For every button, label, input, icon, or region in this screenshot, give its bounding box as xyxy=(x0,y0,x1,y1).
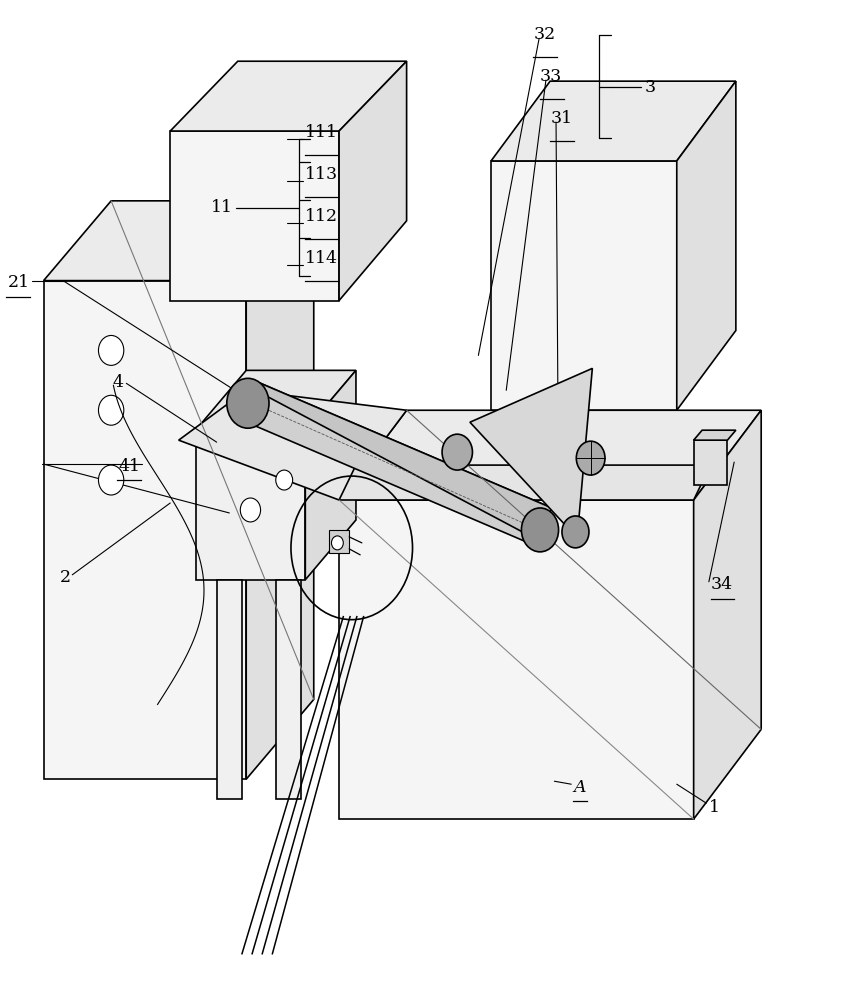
Text: 21: 21 xyxy=(8,274,30,291)
Circle shape xyxy=(227,378,269,428)
Polygon shape xyxy=(329,530,349,553)
Circle shape xyxy=(331,536,343,550)
Circle shape xyxy=(98,395,124,425)
Text: 114: 114 xyxy=(305,250,338,267)
Text: 31: 31 xyxy=(551,110,573,127)
Text: 111: 111 xyxy=(305,124,338,141)
Circle shape xyxy=(442,434,473,470)
Polygon shape xyxy=(246,201,313,779)
Circle shape xyxy=(576,441,605,475)
Polygon shape xyxy=(179,390,407,500)
Polygon shape xyxy=(196,430,305,580)
Text: 1: 1 xyxy=(709,799,720,816)
Polygon shape xyxy=(43,281,246,779)
Text: 113: 113 xyxy=(305,166,339,183)
Text: 2: 2 xyxy=(59,569,70,586)
Polygon shape xyxy=(694,440,728,485)
Polygon shape xyxy=(339,500,694,819)
Polygon shape xyxy=(217,580,242,799)
Circle shape xyxy=(241,498,261,522)
Polygon shape xyxy=(470,368,592,538)
Polygon shape xyxy=(339,410,761,500)
Text: 4: 4 xyxy=(113,374,124,391)
Text: 33: 33 xyxy=(540,68,562,85)
Polygon shape xyxy=(491,81,736,161)
Circle shape xyxy=(562,516,589,548)
Polygon shape xyxy=(276,580,301,799)
Text: 11: 11 xyxy=(211,199,233,216)
Circle shape xyxy=(522,508,558,552)
Text: 112: 112 xyxy=(305,208,339,225)
Polygon shape xyxy=(196,370,356,430)
Polygon shape xyxy=(170,131,339,301)
Text: A: A xyxy=(573,779,585,796)
Text: 34: 34 xyxy=(711,576,733,593)
Polygon shape xyxy=(305,370,356,580)
Polygon shape xyxy=(43,201,313,281)
Text: 41: 41 xyxy=(119,458,141,475)
Text: 32: 32 xyxy=(534,26,556,43)
Polygon shape xyxy=(694,410,761,819)
Polygon shape xyxy=(677,81,736,410)
Polygon shape xyxy=(170,61,407,131)
Circle shape xyxy=(276,470,293,490)
Polygon shape xyxy=(339,465,711,500)
Text: 3: 3 xyxy=(645,79,656,96)
Polygon shape xyxy=(242,383,552,545)
Polygon shape xyxy=(694,430,736,440)
Polygon shape xyxy=(491,161,677,410)
Circle shape xyxy=(98,335,124,365)
Polygon shape xyxy=(246,383,552,540)
Circle shape xyxy=(98,465,124,495)
Polygon shape xyxy=(339,61,407,301)
